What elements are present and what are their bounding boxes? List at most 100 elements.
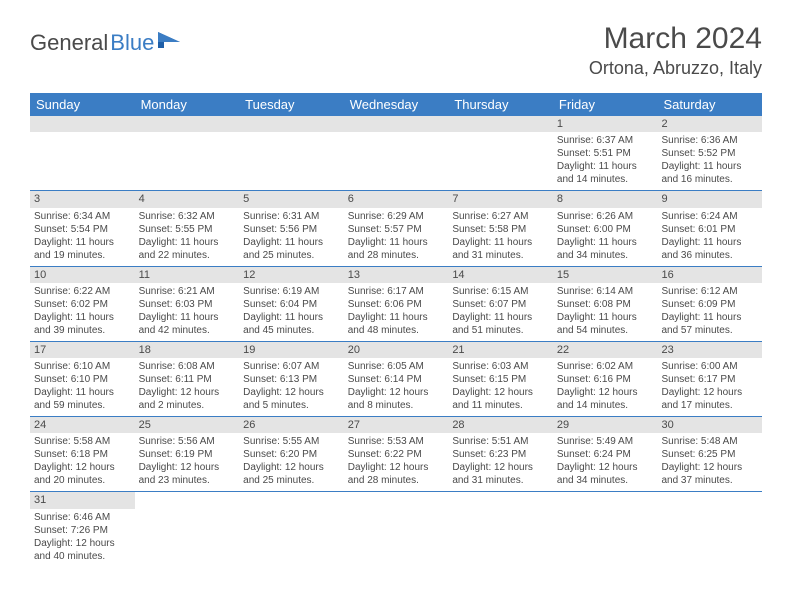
logo-text-1: General [30, 30, 108, 56]
sunset-text: Sunset: 6:06 PM [348, 298, 445, 311]
day-cell: 18Sunrise: 6:08 AMSunset: 6:11 PMDayligh… [135, 342, 240, 416]
daylight-text: Daylight: 11 hours and 25 minutes. [243, 236, 340, 262]
calendar: Sunday Monday Tuesday Wednesday Thursday… [30, 93, 762, 567]
day-cell [448, 492, 553, 566]
day-number: 2 [657, 116, 762, 132]
daylight-text: Daylight: 11 hours and 34 minutes. [557, 236, 654, 262]
day-cell: 19Sunrise: 6:07 AMSunset: 6:13 PMDayligh… [239, 342, 344, 416]
day-cell [30, 116, 135, 190]
day-cell: 22Sunrise: 6:02 AMSunset: 6:16 PMDayligh… [553, 342, 658, 416]
sunset-text: Sunset: 6:02 PM [34, 298, 131, 311]
day-cell [448, 116, 553, 190]
sunrise-text: Sunrise: 6:36 AM [661, 134, 758, 147]
day-cell: 2Sunrise: 6:36 AMSunset: 5:52 PMDaylight… [657, 116, 762, 190]
daylight-text: Daylight: 11 hours and 19 minutes. [34, 236, 131, 262]
sunrise-text: Sunrise: 6:19 AM [243, 285, 340, 298]
sunrise-text: Sunrise: 6:21 AM [139, 285, 236, 298]
header: GeneralBlue March 2024 Ortona, Abruzzo, … [0, 0, 792, 87]
daylight-text: Daylight: 12 hours and 25 minutes. [243, 461, 340, 487]
day-cell [344, 492, 449, 566]
daylight-text: Daylight: 12 hours and 20 minutes. [34, 461, 131, 487]
dow-tuesday: Tuesday [239, 93, 344, 116]
day-number: 6 [344, 191, 449, 207]
day-cell: 8Sunrise: 6:26 AMSunset: 6:00 PMDaylight… [553, 191, 658, 265]
day-cell: 1Sunrise: 6:37 AMSunset: 5:51 PMDaylight… [553, 116, 658, 190]
day-number: 20 [344, 342, 449, 358]
sunrise-text: Sunrise: 5:55 AM [243, 435, 340, 448]
month-title: March 2024 [589, 22, 762, 56]
logo-flag-icon [158, 30, 186, 50]
sunset-text: Sunset: 7:26 PM [34, 524, 131, 537]
daylight-text: Daylight: 12 hours and 5 minutes. [243, 386, 340, 412]
day-number: 18 [135, 342, 240, 358]
sunset-text: Sunset: 5:57 PM [348, 223, 445, 236]
day-number: 23 [657, 342, 762, 358]
week-row: 10Sunrise: 6:22 AMSunset: 6:02 PMDayligh… [30, 267, 762, 342]
day-number: 31 [30, 492, 135, 508]
sunset-text: Sunset: 6:01 PM [661, 223, 758, 236]
sunset-text: Sunset: 6:11 PM [139, 373, 236, 386]
day-cell [239, 492, 344, 566]
day-cell: 10Sunrise: 6:22 AMSunset: 6:02 PMDayligh… [30, 267, 135, 341]
day-number: 10 [30, 267, 135, 283]
daylight-text: Daylight: 12 hours and 11 minutes. [452, 386, 549, 412]
sunrise-text: Sunrise: 6:17 AM [348, 285, 445, 298]
day-cell: 15Sunrise: 6:14 AMSunset: 6:08 PMDayligh… [553, 267, 658, 341]
sunset-text: Sunset: 6:18 PM [34, 448, 131, 461]
weeks-container: 1Sunrise: 6:37 AMSunset: 5:51 PMDaylight… [30, 116, 762, 567]
sunset-text: Sunset: 6:10 PM [34, 373, 131, 386]
day-number: 13 [344, 267, 449, 283]
day-number [448, 116, 553, 132]
day-cell: 21Sunrise: 6:03 AMSunset: 6:15 PMDayligh… [448, 342, 553, 416]
sunrise-text: Sunrise: 6:26 AM [557, 210, 654, 223]
day-cell: 3Sunrise: 6:34 AMSunset: 5:54 PMDaylight… [30, 191, 135, 265]
sunset-text: Sunset: 6:03 PM [139, 298, 236, 311]
day-number: 21 [448, 342, 553, 358]
daylight-text: Daylight: 12 hours and 28 minutes. [348, 461, 445, 487]
sunrise-text: Sunrise: 5:53 AM [348, 435, 445, 448]
sunset-text: Sunset: 6:09 PM [661, 298, 758, 311]
logo-text-2: Blue [110, 30, 154, 56]
day-number: 25 [135, 417, 240, 433]
sunset-text: Sunset: 6:17 PM [661, 373, 758, 386]
sunset-text: Sunset: 6:16 PM [557, 373, 654, 386]
dow-friday: Friday [553, 93, 658, 116]
sunset-text: Sunset: 6:13 PM [243, 373, 340, 386]
day-number: 26 [239, 417, 344, 433]
sunrise-text: Sunrise: 6:34 AM [34, 210, 131, 223]
daylight-text: Daylight: 12 hours and 23 minutes. [139, 461, 236, 487]
daylight-text: Daylight: 12 hours and 31 minutes. [452, 461, 549, 487]
sunrise-text: Sunrise: 5:48 AM [661, 435, 758, 448]
day-number [344, 116, 449, 132]
sunset-text: Sunset: 6:00 PM [557, 223, 654, 236]
day-cell: 11Sunrise: 6:21 AMSunset: 6:03 PMDayligh… [135, 267, 240, 341]
day-number: 4 [135, 191, 240, 207]
dow-sunday: Sunday [30, 93, 135, 116]
day-cell: 12Sunrise: 6:19 AMSunset: 6:04 PMDayligh… [239, 267, 344, 341]
day-cell: 16Sunrise: 6:12 AMSunset: 6:09 PMDayligh… [657, 267, 762, 341]
sunset-text: Sunset: 6:25 PM [661, 448, 758, 461]
day-cell: 20Sunrise: 6:05 AMSunset: 6:14 PMDayligh… [344, 342, 449, 416]
daylight-text: Daylight: 12 hours and 17 minutes. [661, 386, 758, 412]
dow-monday: Monday [135, 93, 240, 116]
sunrise-text: Sunrise: 6:29 AM [348, 210, 445, 223]
day-number: 22 [553, 342, 658, 358]
sunrise-text: Sunrise: 5:56 AM [139, 435, 236, 448]
day-cell: 9Sunrise: 6:24 AMSunset: 6:01 PMDaylight… [657, 191, 762, 265]
day-number [239, 116, 344, 132]
day-number: 19 [239, 342, 344, 358]
day-number: 24 [30, 417, 135, 433]
day-number [30, 116, 135, 132]
dow-row: Sunday Monday Tuesday Wednesday Thursday… [30, 93, 762, 116]
week-row: 3Sunrise: 6:34 AMSunset: 5:54 PMDaylight… [30, 191, 762, 266]
dow-saturday: Saturday [657, 93, 762, 116]
day-number: 11 [135, 267, 240, 283]
sunrise-text: Sunrise: 6:22 AM [34, 285, 131, 298]
logo: GeneralBlue [30, 30, 186, 56]
week-row: 24Sunrise: 5:58 AMSunset: 6:18 PMDayligh… [30, 417, 762, 492]
location: Ortona, Abruzzo, Italy [589, 58, 762, 79]
day-cell [239, 116, 344, 190]
day-cell: 5Sunrise: 6:31 AMSunset: 5:56 PMDaylight… [239, 191, 344, 265]
title-block: March 2024 Ortona, Abruzzo, Italy [589, 22, 762, 79]
day-cell [657, 492, 762, 566]
